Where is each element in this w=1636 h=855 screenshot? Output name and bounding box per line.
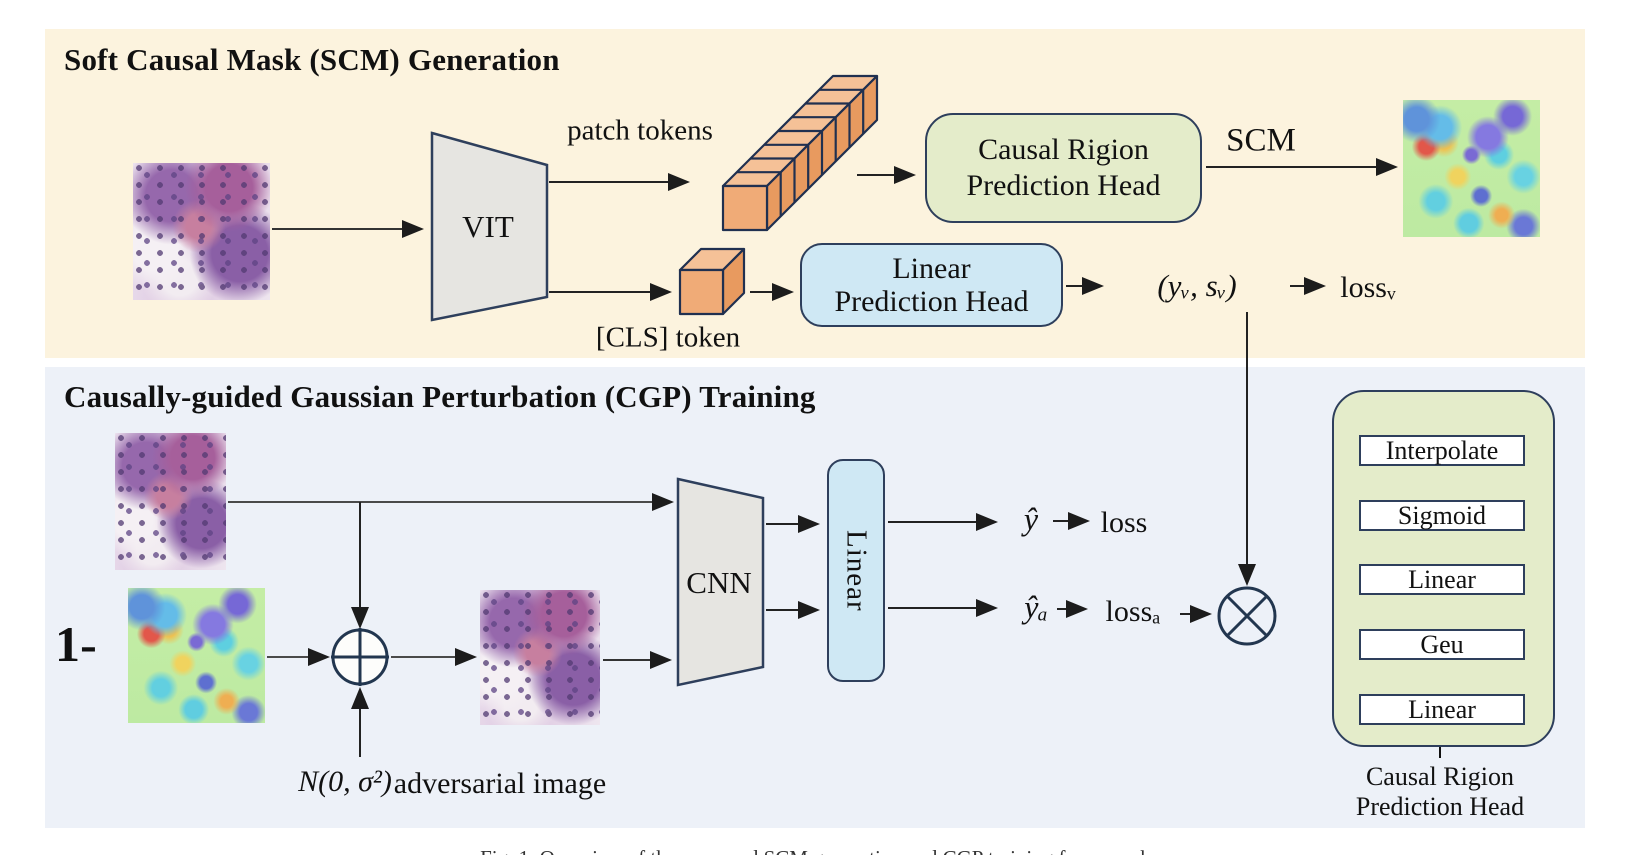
vit-trapezoid: [430, 131, 549, 322]
cnn-trapezoid: [676, 477, 765, 687]
linear-head-line1: Linear: [892, 252, 971, 285]
gaussian-noise-label: N(0, σ²): [298, 765, 392, 798]
loss-label: loss: [1100, 506, 1148, 539]
head-layer-linear2: Linear: [1359, 564, 1525, 595]
linear-head-line2: Prediction Head: [834, 285, 1029, 318]
cnn-label: CNN: [686, 565, 752, 600]
head-detail-caption-line2: Prediction Head: [1355, 792, 1525, 821]
scm-label: SCM: [1226, 122, 1296, 159]
causal-head-line1: Causal Rigion: [978, 133, 1149, 166]
patch-tokens-cubes: [721, 74, 879, 232]
scm-heatmap-image: [1403, 100, 1540, 237]
vit-label: VIT: [462, 209, 514, 244]
loss-v-label: lossᵥ: [1340, 271, 1396, 304]
y-hat-label: ŷ: [1023, 500, 1039, 537]
cgp-section-title: Causally-guided Gaussian Perturbation (C…: [64, 379, 816, 414]
causal-head-line2: Prediction Head: [966, 169, 1161, 202]
output-tuple-label: (yᵥ, sᵥ): [1157, 268, 1237, 303]
input-histology-image: [133, 163, 270, 300]
head-layer-sigmoid: Sigmoid: [1359, 500, 1525, 531]
causal-mask-image: [128, 588, 265, 723]
head-layer-interpolate: Interpolate: [1359, 435, 1525, 466]
linear-box-label: Linear: [840, 529, 873, 612]
head-layer-geu: Geu: [1359, 629, 1525, 660]
figure-caption: Fig. 1. Overview of the proposed SCM gen…: [480, 846, 1156, 855]
head-detail-caption: Causal Rigion Prediction Head: [1310, 762, 1570, 822]
loss-a-label: lossₐ: [1105, 595, 1161, 628]
multiply-circle-icon: [1217, 586, 1277, 646]
causal-head-box: Causal Rigion Prediction Head: [925, 113, 1202, 223]
plus-circle-icon: [331, 628, 389, 686]
linear-box: Linear: [827, 459, 885, 682]
one-minus-label: 1-: [54, 616, 98, 672]
cgp-panel: [45, 367, 1585, 828]
cls-token-cube: [678, 247, 746, 316]
cls-token-label: [CLS] token: [595, 321, 741, 354]
head-detail-box: Interpolate Sigmoid Linear Geu Linear: [1332, 390, 1555, 747]
adversarial-image: [480, 590, 600, 725]
input-histology-image-2: [115, 433, 226, 570]
patch-tokens-label: patch tokens: [567, 114, 713, 147]
scm-section-title: Soft Causal Mask (SCM) Generation: [64, 42, 560, 77]
head-layer-linear1: Linear: [1359, 694, 1525, 725]
head-detail-caption-line1: Causal Rigion: [1365, 762, 1515, 791]
y-hat-a-label: ŷₐ: [1024, 588, 1048, 625]
adversarial-image-label: adversarial image: [393, 767, 607, 800]
linear-head-box: Linear Prediction Head: [800, 243, 1063, 327]
